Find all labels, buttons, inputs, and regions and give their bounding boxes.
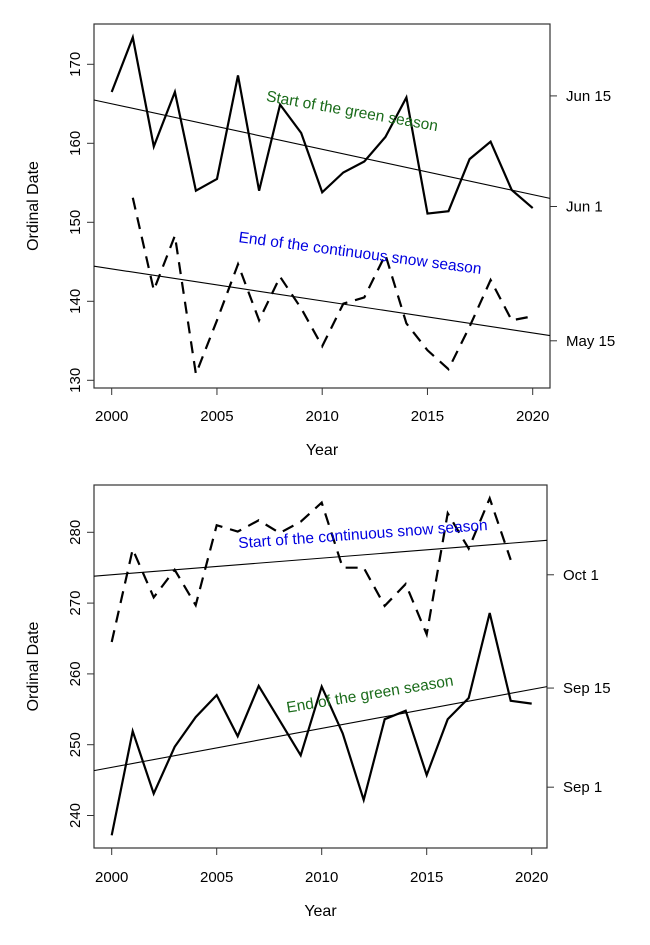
x-tick-label: 2015 bbox=[411, 408, 444, 425]
plot-frame bbox=[93, 484, 548, 849]
series-annotation: Start of the continuous snow season bbox=[238, 517, 488, 552]
y-tick-label: 280 bbox=[67, 520, 84, 545]
x-tick-label: 2000 bbox=[95, 869, 128, 886]
x-tick-label: 2020 bbox=[515, 869, 548, 886]
plot-frame bbox=[93, 23, 551, 389]
right-tick-label: Sep 15 bbox=[563, 680, 611, 697]
trend-line bbox=[93, 686, 548, 772]
x-axis-label: Year bbox=[306, 442, 339, 459]
x-tick-label: 2020 bbox=[516, 408, 549, 425]
series-line-start-of-the-continuous-snow-season bbox=[110, 495, 512, 643]
x-tick-label: 2010 bbox=[306, 408, 339, 425]
right-tick-label: Jun 1 bbox=[566, 199, 603, 216]
chart-panel-2: 2000 2005 2010 2015 2020 240 250 260 270 280 Oct 1… bbox=[25, 484, 611, 920]
y-tick-label: 270 bbox=[67, 591, 84, 616]
series-line-end-of-the-green-season bbox=[110, 612, 532, 836]
right-tick-label: May 15 bbox=[566, 333, 615, 350]
trend-line bbox=[93, 265, 551, 337]
trend-line bbox=[93, 539, 548, 577]
y-tick-label: 260 bbox=[67, 661, 84, 686]
series-annotation: End of the continuous snow season bbox=[238, 229, 483, 278]
y-tick-label: 170 bbox=[67, 52, 84, 77]
y-axis-label: Ordinal Date bbox=[25, 161, 42, 251]
x-tick-label: 2015 bbox=[410, 869, 443, 886]
y-tick-label: 150 bbox=[67, 210, 84, 235]
x-tick-label: 2005 bbox=[200, 408, 233, 425]
right-tick-label: Sep 1 bbox=[563, 779, 602, 796]
y-axis-label: Ordinal Date bbox=[25, 621, 42, 711]
series-line-start-of-the-green-season bbox=[110, 33, 534, 215]
x-axis-label: Year bbox=[304, 903, 337, 920]
x-tick-label: 2000 bbox=[95, 408, 128, 425]
y-tick-label: 130 bbox=[67, 368, 84, 393]
series-line-end-of-the-continuous-snow-season bbox=[131, 197, 533, 379]
y-tick-label: 250 bbox=[67, 732, 84, 757]
x-tick-label: 2005 bbox=[200, 869, 233, 886]
y-tick-label: 140 bbox=[67, 289, 84, 314]
right-tick-label: Jun 15 bbox=[566, 88, 611, 105]
y-tick-label: 240 bbox=[67, 803, 84, 828]
x-tick-label: 2010 bbox=[305, 869, 338, 886]
chart-panel-1: 2000 2005 2010 2015 2020 130 140 150 160 170 Jun 1… bbox=[25, 23, 615, 459]
series-annotation: Start of the green season bbox=[265, 88, 439, 135]
right-tick-label: Oct 1 bbox=[563, 567, 599, 584]
trend-line bbox=[93, 99, 551, 199]
y-tick-label: 160 bbox=[67, 131, 84, 156]
series-annotation: End of the green season bbox=[285, 673, 454, 717]
